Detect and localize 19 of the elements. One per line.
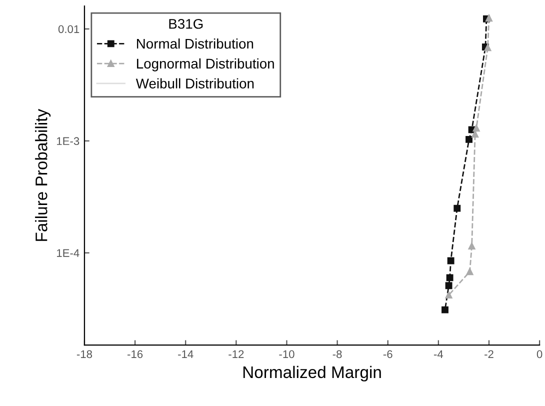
- x-tick-label: -10: [279, 350, 294, 358]
- y-tick-label: 1E-3: [56, 137, 80, 146]
- x-tick-label: -18: [76, 350, 92, 358]
- y-tick-label: 0.01: [58, 25, 80, 34]
- legend-label: Lognormal Distribution: [137, 58, 274, 72]
- x-tick-label: -4: [434, 350, 444, 358]
- y-axis-title: Failure Probability: [35, 108, 51, 241]
- legend-label: Weibull Distribution: [136, 78, 254, 88]
- x-tick-label: -6: [383, 350, 392, 358]
- x-tick-label: -8: [332, 350, 342, 358]
- x-tick-label: -2: [484, 350, 494, 358]
- x-tick-label: -14: [178, 350, 194, 358]
- x-tick-label: -16: [128, 350, 143, 358]
- y-tick-label: 1E-4: [56, 249, 80, 257]
- x-tick-label: 0: [536, 350, 542, 358]
- legend-title: B31G: [169, 18, 203, 29]
- x-tick-label: -12: [228, 350, 244, 358]
- x-axis-title: Normalized Margin: [243, 366, 381, 382]
- legend-label: Normal Distribution: [137, 38, 254, 49]
